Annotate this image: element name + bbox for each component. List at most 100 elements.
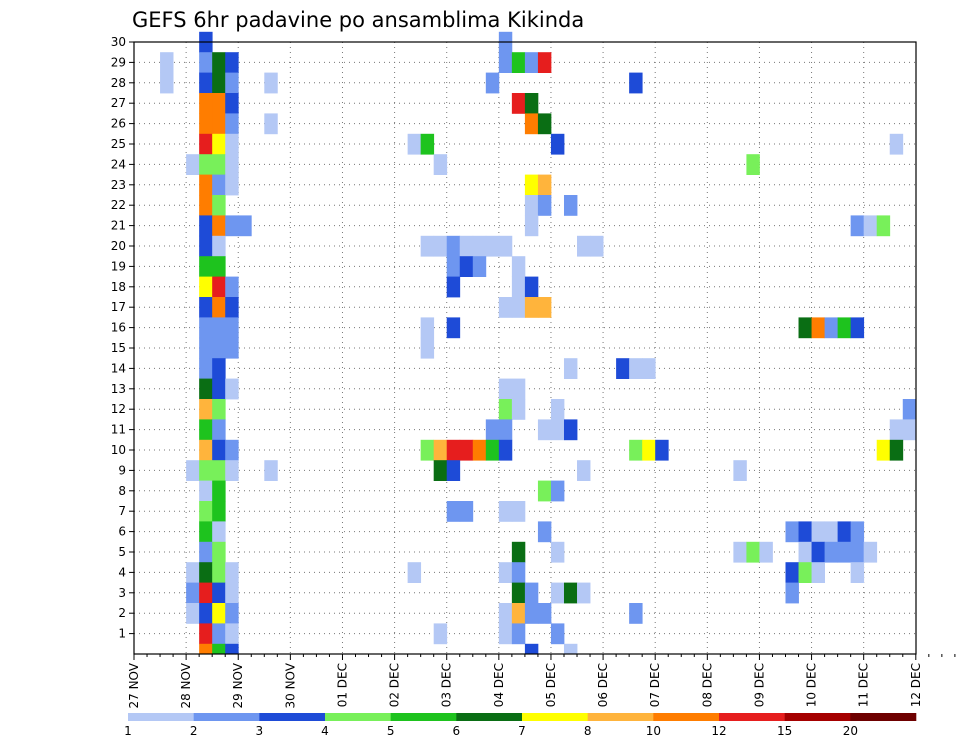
heatmap-cell xyxy=(498,297,513,318)
heatmap-cell xyxy=(199,582,213,604)
heatmap-cell xyxy=(199,378,213,400)
heatmap-cell xyxy=(563,195,578,216)
y-tick-label: 1 xyxy=(118,627,126,641)
colorbar-swatch xyxy=(850,713,917,721)
heatmap-cell xyxy=(225,52,239,73)
y-tick-label: 26 xyxy=(111,117,126,131)
heatmap-cell xyxy=(199,174,213,196)
heatmap-cell xyxy=(524,113,539,135)
y-tick-label: 18 xyxy=(111,280,126,294)
heatmap-cell xyxy=(186,582,200,604)
heatmap-cell xyxy=(746,154,760,175)
colorbar-swatch xyxy=(325,713,391,721)
heatmap-cell xyxy=(238,215,252,237)
heatmap-cell xyxy=(212,439,226,461)
x-tick-label: 11 DEC xyxy=(857,663,871,707)
x-tick-label: 06 DEC xyxy=(596,663,610,707)
heatmap-cell xyxy=(577,235,591,257)
heatmap-cell xyxy=(199,133,213,155)
heatmap-cell xyxy=(212,603,226,624)
heatmap-cell xyxy=(563,643,578,655)
heatmap-cell xyxy=(212,215,226,237)
heatmap-cell xyxy=(212,297,226,318)
heatmap-cell xyxy=(199,419,213,441)
heatmap-cell xyxy=(212,460,226,481)
heatmap-cell xyxy=(459,501,474,522)
heatmap-cell xyxy=(212,133,226,155)
heatmap-cell xyxy=(850,317,865,339)
heatmap-cell xyxy=(498,501,513,522)
colorbar-swatch xyxy=(522,713,588,721)
heatmap-cell xyxy=(837,521,852,543)
heatmap-cell xyxy=(485,72,500,94)
heatmap-cell xyxy=(199,439,213,461)
heatmap-cell xyxy=(798,317,812,339)
heatmap-cell xyxy=(212,378,226,400)
heatmap-cell xyxy=(212,113,226,135)
heatmap-cell xyxy=(498,603,513,624)
colorbar-label: 7 xyxy=(518,724,526,738)
heatmap-cell xyxy=(759,541,773,563)
heatmap-cell xyxy=(524,297,539,318)
heatmap-cell xyxy=(186,154,200,175)
heatmap-cell xyxy=(420,235,435,257)
y-tick-label: 2 xyxy=(118,606,126,620)
y-tick-label: 20 xyxy=(111,239,126,253)
heatmap-cell xyxy=(537,52,552,73)
x-tick-label: 01 DEC xyxy=(335,663,349,707)
heatmap-cell xyxy=(511,623,526,645)
colorbar-label: 20 xyxy=(843,724,858,738)
y-tick-label: 29 xyxy=(111,55,126,69)
heatmap-cell xyxy=(524,276,539,298)
heatmap-cell xyxy=(511,378,526,400)
colorbar-label: 12 xyxy=(711,724,726,738)
heatmap-cell xyxy=(524,52,539,73)
colorbar-swatch xyxy=(456,713,523,721)
heatmap-cell xyxy=(225,378,239,400)
heatmap-cell xyxy=(824,317,839,339)
heatmap-cell xyxy=(264,113,278,135)
heatmap-cell xyxy=(798,541,812,563)
heatmap-cell xyxy=(511,582,526,604)
heatmap-cell xyxy=(225,174,239,196)
heatmap-cell xyxy=(498,419,513,441)
heatmap-cell xyxy=(550,419,565,441)
heatmap-cell xyxy=(225,317,239,339)
heatmap-cell xyxy=(212,521,226,543)
heatmap-cell xyxy=(446,256,461,277)
x-axis-ticks: 27 NOV 28 NOV 29 NOV 30 NOV 01 DEC 02 DEC 03 D… xyxy=(127,654,956,709)
heatmap-cell xyxy=(785,582,799,604)
heatmap-cell xyxy=(472,256,487,277)
heatmap-cell xyxy=(824,541,839,563)
heatmap-cell xyxy=(212,582,226,604)
colorbar-swatch xyxy=(193,713,260,721)
colorbar-label: 1 xyxy=(124,724,132,738)
heatmap-cell xyxy=(511,603,526,624)
heatmap-cell xyxy=(485,235,500,257)
colorbar-label: 5 xyxy=(387,724,395,738)
heatmap-cell xyxy=(811,541,825,563)
x-tick-label: 09 DEC xyxy=(752,663,766,707)
heatmap-cell xyxy=(642,439,656,461)
heatmap-cell xyxy=(550,399,565,420)
heatmap-cell xyxy=(459,439,474,461)
y-tick-label: 15 xyxy=(111,341,126,355)
heatmap-cell xyxy=(212,501,226,522)
heatmap-cell xyxy=(420,317,435,339)
y-tick-label: 30 xyxy=(111,35,126,49)
heatmap-cell xyxy=(629,72,643,94)
heatmap-cell xyxy=(407,562,422,583)
colorbar-label: 10 xyxy=(646,724,661,738)
heatmap-cell xyxy=(225,439,239,461)
y-tick-label: 21 xyxy=(111,219,126,233)
y-tick-label: 19 xyxy=(111,259,126,273)
heatmap-cell xyxy=(733,460,747,481)
heatmap-cell xyxy=(199,358,213,379)
y-tick-label: 22 xyxy=(111,198,126,212)
heatmap-cell xyxy=(563,419,578,441)
x-tick-label: 29 NOV xyxy=(231,662,245,708)
heatmap-cell xyxy=(524,215,539,237)
heatmap-cell xyxy=(511,52,526,73)
y-tick-label: 24 xyxy=(111,157,126,171)
heatmap-cell xyxy=(212,480,226,502)
